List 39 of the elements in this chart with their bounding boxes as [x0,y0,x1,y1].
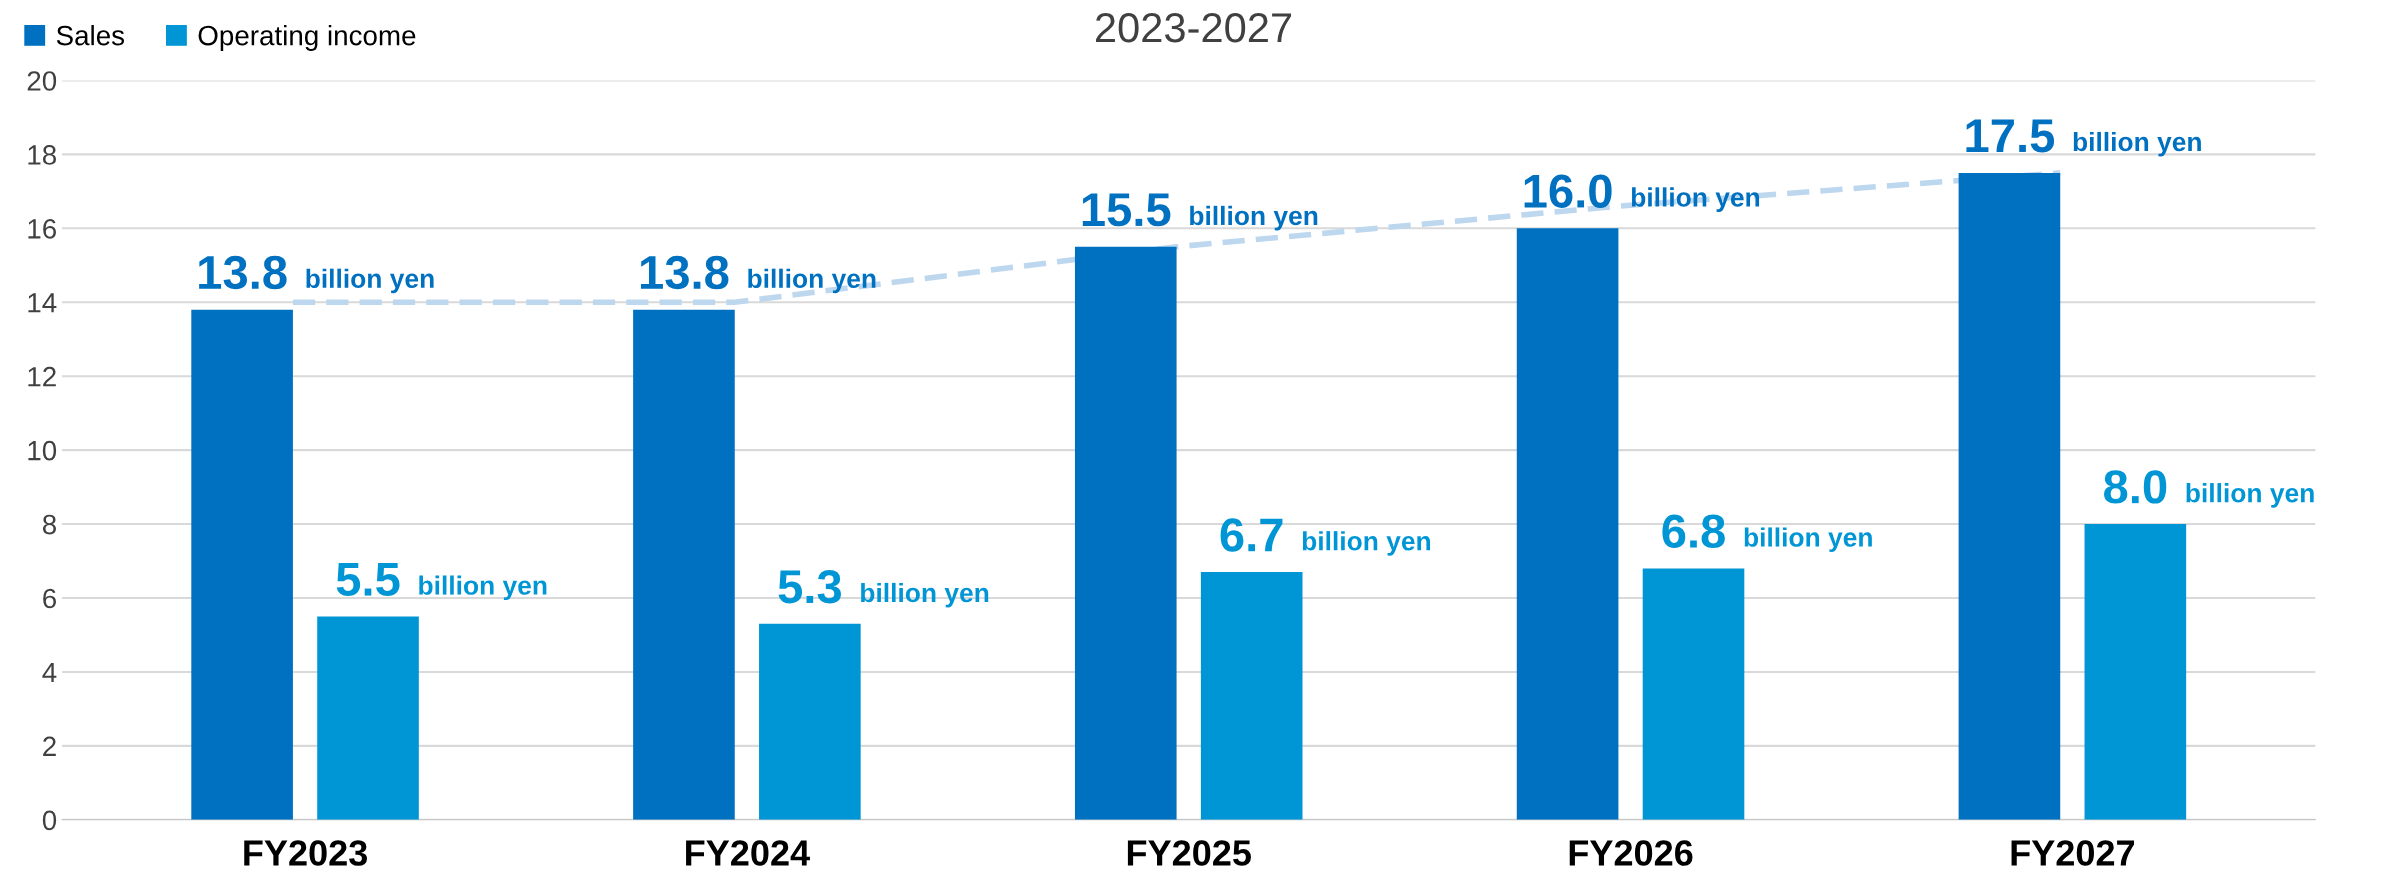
data-label: 15.5 billion yen [1082,193,1318,231]
legend-label: Sales [56,25,125,46]
legend-label: Operating income [198,25,416,51]
data-label: 13.8 billion yen [640,255,876,294]
y-tick-label: 16 [28,219,56,239]
y-tick-label: 14 [28,293,57,313]
y-tick-label: 2 [43,736,56,756]
bar [1516,228,1619,820]
y-tick-label: 20 [27,71,57,91]
data-label: 17.5 billion yen [1966,119,2201,157]
x-tick-label: FY2025 [1127,840,1251,866]
bar [1958,172,2061,820]
bar [2084,524,2187,820]
data-label: 8.0 billion yen [2104,470,2314,508]
x-tick-label: FY2026 [1569,840,1693,866]
bar [317,616,419,820]
bar [633,309,735,820]
y-tick-label: 6 [43,588,56,609]
x-tick-label: FY2023 [244,840,368,866]
bar [1200,572,1303,820]
bar [759,623,861,820]
data-label: 6.8 billion yen [1662,514,1872,553]
x-tick-label: FY2027 [2011,840,2135,866]
data-label: 5.5 billion yen [336,563,547,601]
data-label: 6.7 billion yen [1220,518,1431,556]
bar [1074,246,1177,820]
y-tick-label: 10 [28,440,57,461]
data-label: 16.0 billion yen [1524,174,1760,212]
y-tick-label: 12 [28,366,56,387]
y-tick-label: 8 [42,514,56,535]
x-tick-label: FY2024 [686,840,810,866]
bar [1642,568,1745,820]
bar [191,309,293,820]
y-tick-label: 18 [28,145,56,165]
data-label: 5.3 billion yen [778,569,989,608]
y-tick-label: 0 [42,810,57,831]
data-label: 13.8 billion yen [199,255,434,294]
chart-title: 2023-2027 [1095,12,1292,43]
y-tick-label: 4 [42,662,57,682]
